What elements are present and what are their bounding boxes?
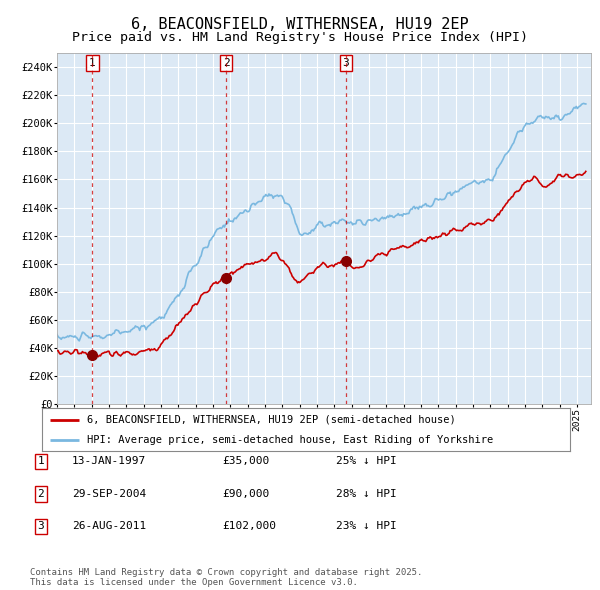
Text: 6, BEACONSFIELD, WITHERNSEA, HU19 2EP (semi-detached house): 6, BEACONSFIELD, WITHERNSEA, HU19 2EP (s… xyxy=(87,415,455,425)
Text: 3: 3 xyxy=(342,58,349,68)
Text: 29-SEP-2004: 29-SEP-2004 xyxy=(72,489,146,499)
Text: £102,000: £102,000 xyxy=(222,522,276,531)
Text: 1: 1 xyxy=(89,58,96,68)
Text: 6, BEACONSFIELD, WITHERNSEA, HU19 2EP: 6, BEACONSFIELD, WITHERNSEA, HU19 2EP xyxy=(131,17,469,31)
Text: Contains HM Land Registry data © Crown copyright and database right 2025.
This d: Contains HM Land Registry data © Crown c… xyxy=(30,568,422,587)
Text: 25% ↓ HPI: 25% ↓ HPI xyxy=(336,457,397,466)
Text: 26-AUG-2011: 26-AUG-2011 xyxy=(72,522,146,531)
Text: 28% ↓ HPI: 28% ↓ HPI xyxy=(336,489,397,499)
Text: 3: 3 xyxy=(37,522,44,531)
Text: 1: 1 xyxy=(37,457,44,466)
Text: 13-JAN-1997: 13-JAN-1997 xyxy=(72,457,146,466)
Text: £90,000: £90,000 xyxy=(222,489,269,499)
Text: 2: 2 xyxy=(223,58,229,68)
Text: 2: 2 xyxy=(37,489,44,499)
Text: Price paid vs. HM Land Registry's House Price Index (HPI): Price paid vs. HM Land Registry's House … xyxy=(72,31,528,44)
Text: 23% ↓ HPI: 23% ↓ HPI xyxy=(336,522,397,531)
Text: HPI: Average price, semi-detached house, East Riding of Yorkshire: HPI: Average price, semi-detached house,… xyxy=(87,435,493,445)
Text: £35,000: £35,000 xyxy=(222,457,269,466)
